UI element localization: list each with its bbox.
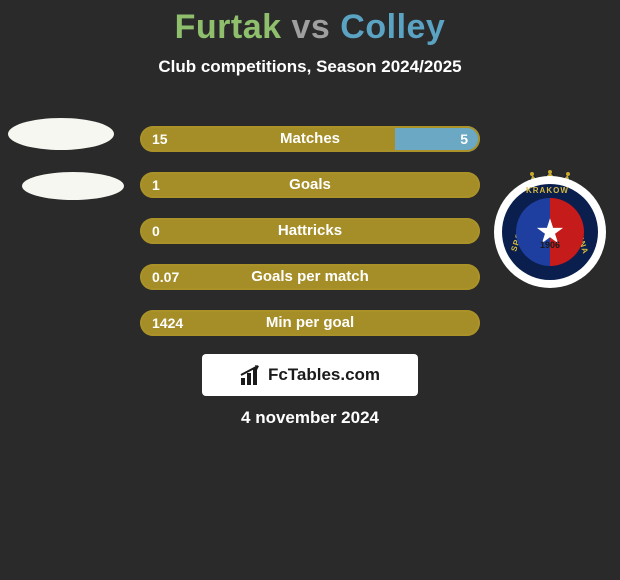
crest-ring-text: KRAKOW bbox=[526, 186, 569, 195]
bar-chart-icon bbox=[240, 364, 262, 386]
crest-year: 1906 bbox=[516, 240, 584, 250]
stat-label: Goals per match bbox=[140, 264, 480, 290]
vs-separator: vs bbox=[292, 8, 331, 46]
fctables-watermark: FcTables.com bbox=[202, 354, 418, 396]
stat-label: Goals bbox=[140, 172, 480, 198]
date-text: 4 november 2024 bbox=[0, 408, 620, 428]
stat-row: 1424Min per goal bbox=[140, 310, 480, 336]
subtitle: Club competitions, Season 2024/2025 bbox=[0, 57, 620, 77]
page-title: Furtak vs Colley bbox=[0, 0, 620, 47]
stat-row: 155Matches bbox=[140, 126, 480, 152]
stat-label: Matches bbox=[140, 126, 480, 152]
placeholder-ellipse-1 bbox=[8, 118, 114, 150]
crest-inner-circle: ★ 1906 bbox=[516, 198, 584, 266]
stat-label: Hattricks bbox=[140, 218, 480, 244]
stat-label: Min per goal bbox=[140, 310, 480, 336]
player-right-name: Colley bbox=[340, 8, 445, 46]
player-left-name: Furtak bbox=[175, 8, 282, 46]
placeholder-ellipse-2 bbox=[22, 172, 124, 200]
fctables-brand-text: FcTables.com bbox=[268, 365, 380, 385]
stat-row: 0.07Goals per match bbox=[140, 264, 480, 290]
stat-row: 1Goals bbox=[140, 172, 480, 198]
stats-container: 155Matches 1Goals 0Hattricks 0.07Goals per … bbox=[140, 126, 480, 356]
club-crest-wisla-krakow: KRAKOW SPOLKA AKCYJNA ★ 1906 bbox=[494, 176, 606, 288]
stat-row: 0Hattricks bbox=[140, 218, 480, 244]
